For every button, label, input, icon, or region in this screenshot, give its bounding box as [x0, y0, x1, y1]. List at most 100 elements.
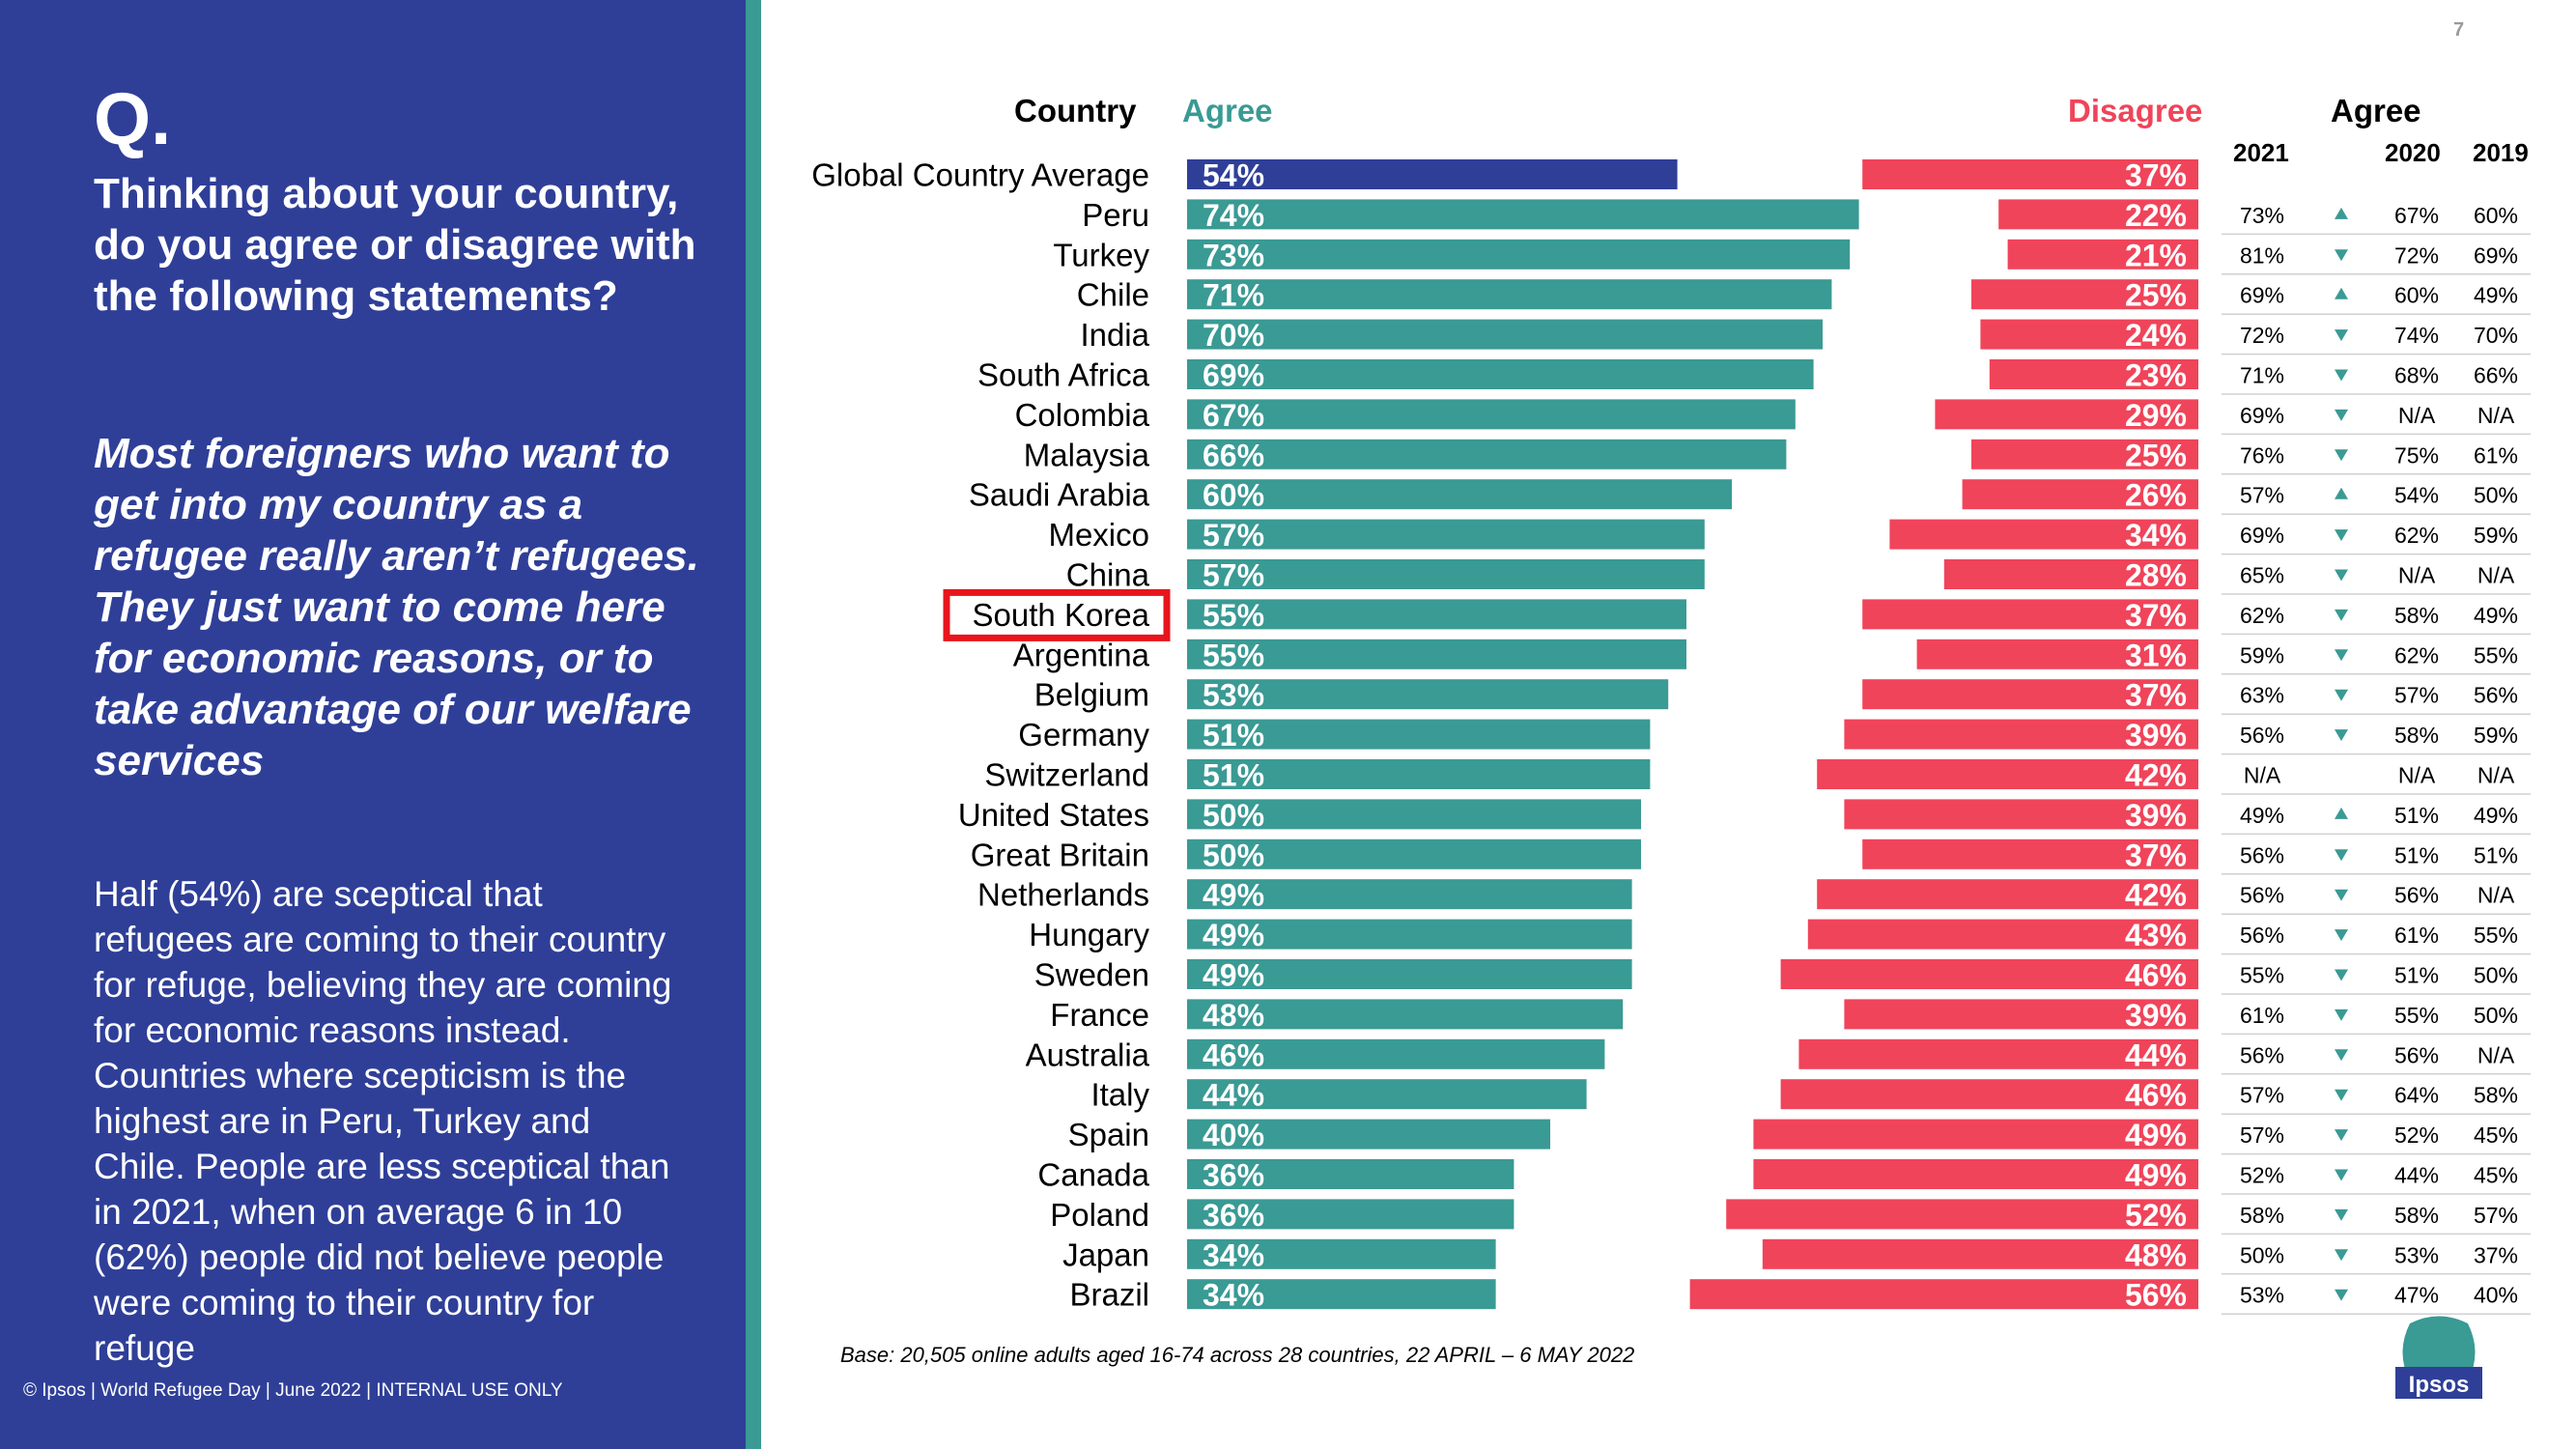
agree-value-label: 71%: [1203, 278, 1264, 313]
trend-up-icon: [2335, 287, 2348, 299]
disagree-bar: [1762, 1238, 2198, 1269]
value-2021: 57%: [2240, 1083, 2284, 1108]
base-note: Base: 20,505 online adults aged 16-74 ac…: [840, 1343, 1635, 1367]
agree-bar: [1187, 359, 1814, 389]
trend-down-icon: [2335, 1289, 2348, 1301]
value-2021: 56%: [2240, 723, 2284, 748]
disagree-bar: [1753, 1159, 2198, 1189]
agree-bar: [1187, 319, 1823, 350]
disagree-bar: [1862, 599, 2198, 630]
agree-value-label: 69%: [1203, 358, 1264, 393]
disagree-bar: [1817, 879, 2198, 910]
value-2021: 57%: [2240, 483, 2284, 508]
page-number: 7: [2453, 19, 2465, 41]
agree-bar: [1187, 838, 1641, 869]
value-2020: 68%: [2394, 363, 2439, 388]
disagree-header: Disagree: [2068, 93, 2203, 128]
value-2021: 62%: [2240, 603, 2284, 628]
value-2021: 56%: [2240, 923, 2284, 948]
agree-value-label: 44%: [1203, 1078, 1264, 1113]
country-label: China: [1066, 557, 1150, 593]
disagree-value-label: 25%: [2125, 438, 2187, 472]
agree-value-label: 48%: [1203, 998, 1264, 1033]
value-2019: 50%: [2474, 483, 2518, 508]
disagree-bar: [1989, 359, 2198, 389]
agree-value-label: 67%: [1203, 398, 1264, 433]
country-label: Sweden: [1034, 957, 1149, 993]
value-2019: 49%: [2474, 603, 2518, 628]
value-2021: 52%: [2240, 1163, 2284, 1188]
agree-value-label: 53%: [1203, 678, 1264, 713]
year-2019-header: 2019: [2473, 138, 2529, 167]
agree-value-label: 55%: [1203, 598, 1264, 633]
value-2021: 61%: [2240, 1003, 2284, 1028]
value-2020: 51%: [2394, 803, 2439, 828]
value-2019: 45%: [2474, 1122, 2518, 1148]
country-label: Global Country Average: [811, 157, 1149, 193]
trend-down-icon: [2335, 609, 2348, 621]
agree-value-label: 73%: [1203, 238, 1264, 272]
trend-down-icon: [2335, 689, 2348, 701]
trend-down-icon: [2335, 249, 2348, 262]
country-label: Great Britain: [971, 837, 1149, 872]
disagree-value-label: 42%: [2125, 758, 2187, 793]
value-2019: 50%: [2474, 963, 2518, 988]
disagree-bar: [1862, 679, 2198, 710]
agree-bar: [1187, 639, 1686, 669]
country-label: Mexico: [1048, 517, 1149, 553]
disagree-bar: [1726, 1199, 2198, 1230]
country-label: Chile: [1077, 277, 1149, 313]
trend-down-icon: [2335, 409, 2348, 421]
agree-value-label: 36%: [1203, 1198, 1264, 1233]
disagree-value-label: 49%: [2125, 1118, 2187, 1152]
value-2020: 51%: [2394, 963, 2439, 988]
country-label: United States: [958, 797, 1149, 833]
trend-down-icon: [2335, 729, 2348, 742]
value-2020: 74%: [2394, 323, 2439, 348]
disagree-value-label: 46%: [2125, 1078, 2187, 1113]
value-2020: 67%: [2394, 203, 2439, 228]
disagree-value-label: 49%: [2125, 1158, 2187, 1193]
value-2019: 49%: [2474, 803, 2518, 828]
value-2021: 56%: [2240, 842, 2284, 867]
value-2019: N/A: [2477, 563, 2515, 588]
disagree-value-label: 21%: [2125, 238, 2187, 272]
value-2021: 81%: [2240, 242, 2284, 268]
agree-value-label: 49%: [1203, 878, 1264, 913]
trend-down-icon: [2335, 969, 2348, 981]
trend-down-icon: [2335, 1049, 2348, 1062]
agree-bar: [1187, 199, 1859, 230]
agree-value-label: 60%: [1203, 478, 1264, 513]
value-2021: 56%: [2240, 1042, 2284, 1067]
disagree-bar: [1780, 959, 2198, 989]
country-label: Japan: [1062, 1236, 1149, 1272]
value-2021: 55%: [2240, 963, 2284, 988]
value-2020: 61%: [2394, 923, 2439, 948]
disagree-value-label: 56%: [2125, 1278, 2187, 1313]
value-2020: 56%: [2394, 1042, 2439, 1067]
trend-down-icon: [2335, 1249, 2348, 1262]
disagree-value-label: 29%: [2125, 398, 2187, 433]
country-label: Poland: [1050, 1197, 1149, 1233]
value-2020: 64%: [2394, 1083, 2439, 1108]
agree-value-label: 50%: [1203, 798, 1264, 833]
value-2020: 60%: [2394, 283, 2439, 308]
trend-down-icon: [2335, 649, 2348, 662]
trend-down-icon: [2335, 369, 2348, 382]
disagree-bar: [1971, 279, 2198, 310]
trend-down-icon: [2335, 529, 2348, 542]
value-2019: 59%: [2474, 723, 2518, 748]
value-2021: 73%: [2240, 203, 2284, 228]
agree-bar: [1187, 479, 1732, 510]
agree-bar: [1187, 559, 1705, 589]
value-2021: 50%: [2240, 1242, 2284, 1267]
disagree-bar: [1689, 1279, 2198, 1310]
value-2019: 60%: [2474, 203, 2518, 228]
sidebar: [0, 0, 746, 1449]
disagree-bar: [1962, 479, 2198, 510]
value-2021: 76%: [2240, 442, 2284, 468]
agree-header: Agree: [1182, 93, 1273, 128]
value-2019: 58%: [2474, 1083, 2518, 1108]
agree-bar: [1187, 519, 1705, 550]
